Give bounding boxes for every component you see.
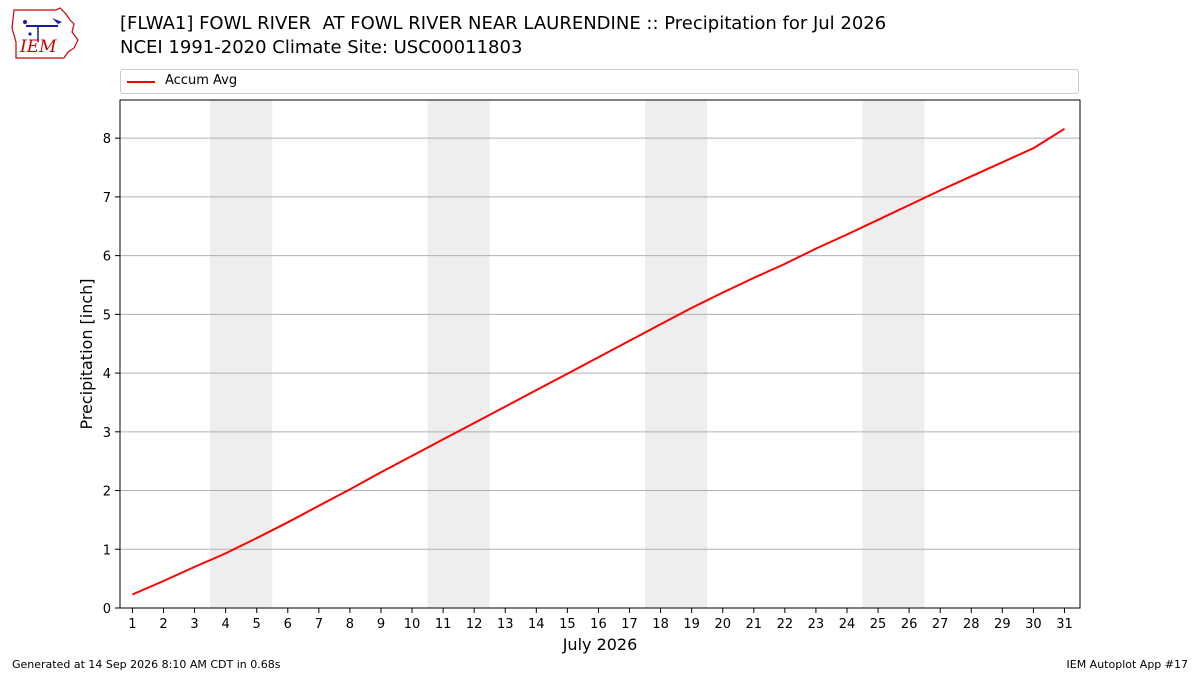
x-tick-label: 15 <box>559 617 576 632</box>
y-tick-label: 6 <box>103 250 111 265</box>
x-tick-label: 28 <box>963 617 980 632</box>
x-tick-label: 2 <box>159 617 167 632</box>
x-tick-label: 10 <box>404 617 421 632</box>
y-tick-label: 7 <box>103 191 111 206</box>
legend-label: Accum Avg <box>165 73 238 88</box>
x-tick-label: 11 <box>435 617 452 632</box>
title-line-2: NCEI 1991-2020 Climate Site: USC00011803 <box>120 37 523 58</box>
iem-logo: IEM <box>11 7 79 59</box>
x-tick-label: 7 <box>315 617 323 632</box>
weekend-band <box>645 100 708 608</box>
weekend-band <box>862 100 925 608</box>
x-tick-label: 12 <box>466 617 483 632</box>
x-tick-label: 20 <box>714 617 731 632</box>
x-tick-label: 24 <box>839 617 856 632</box>
x-tick-label: 3 <box>190 617 198 632</box>
x-tick-label: 23 <box>808 617 825 632</box>
y-axis-label: Precipitation [inch] <box>77 278 96 429</box>
x-tick-label: 17 <box>621 617 638 632</box>
x-tick-label: 4 <box>221 617 229 632</box>
y-tick-label: 1 <box>103 543 111 558</box>
x-axis-label: July 2026 <box>562 635 638 654</box>
generated-footer: Generated at 14 Sep 2026 8:10 AM CDT in … <box>12 658 281 671</box>
x-tick-label: 31 <box>1056 617 1073 632</box>
x-tick-label: 25 <box>870 617 887 632</box>
x-tick-label: 18 <box>652 617 669 632</box>
y-tick-label: 3 <box>103 426 111 441</box>
x-tick-label: 1 <box>128 617 136 632</box>
weekend-band <box>210 100 273 608</box>
series-line-accum-avg <box>132 127 1066 596</box>
x-tick-label: 26 <box>901 617 918 632</box>
x-tick-label: 6 <box>284 617 292 632</box>
logo-text: IEM <box>19 37 57 57</box>
x-tick-label: 29 <box>994 617 1011 632</box>
x-tick-label: 16 <box>590 617 607 632</box>
app-footer: IEM Autoplot App #17 <box>1066 658 1189 671</box>
y-tick-label: 8 <box>103 132 111 147</box>
plot-frame <box>119 99 1081 609</box>
legend-line-swatch <box>127 81 155 83</box>
y-tick-label: 0 <box>103 602 111 617</box>
chart-legend: Accum Avg <box>120 69 1079 94</box>
y-tick-label: 4 <box>103 367 111 382</box>
y-tick-label: 2 <box>103 485 111 500</box>
chart-title: [FLWA1] FOWL RIVER AT FOWL RIVER NEAR LA… <box>120 12 886 60</box>
x-tick-label: 19 <box>683 617 700 632</box>
x-tick-label: 8 <box>346 617 354 632</box>
x-tick-label: 30 <box>1025 617 1042 632</box>
x-tick-label: 21 <box>746 617 763 632</box>
x-tick-label: 22 <box>777 617 794 632</box>
x-tick-label: 5 <box>253 617 261 632</box>
x-tick-label: 27 <box>932 617 949 632</box>
x-tick-label: 9 <box>377 617 385 632</box>
x-tick-label: 13 <box>497 617 514 632</box>
weekend-band <box>427 100 490 608</box>
title-line-1: [FLWA1] FOWL RIVER AT FOWL RIVER NEAR LA… <box>120 13 887 34</box>
y-tick-label: 5 <box>103 308 111 323</box>
x-tick-label: 14 <box>528 617 545 632</box>
